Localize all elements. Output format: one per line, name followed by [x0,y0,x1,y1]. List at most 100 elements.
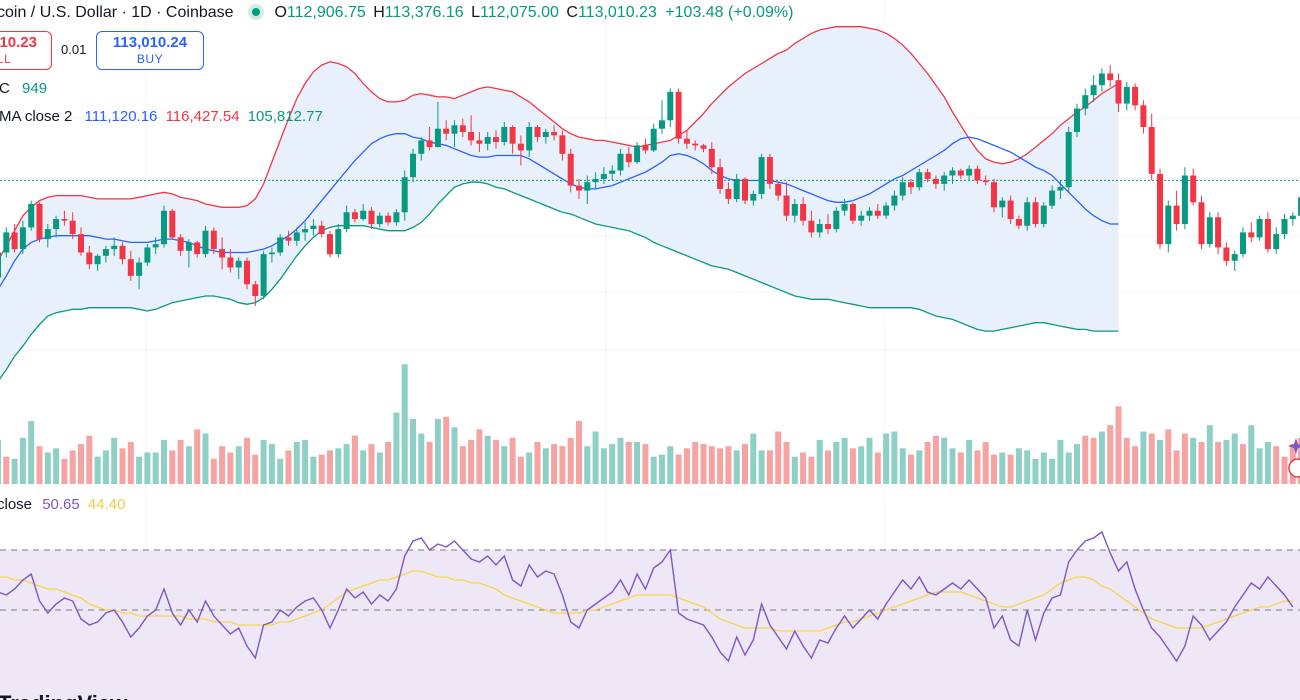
candle [1007,195,1014,224]
candle [144,244,151,266]
volume-bar [327,450,333,484]
candle-body [1165,205,1172,245]
volume-bar [1024,450,1031,484]
candle-body [61,219,68,221]
buy-button[interactable]: 113,010.24 BUY [96,31,204,70]
volume-bar [1181,433,1188,484]
volume-bar [1132,446,1139,484]
volume-bar [999,452,1006,484]
candle-body [78,234,84,253]
close-value: 113,010.23 [577,4,657,21]
volume-legend-value: 949 [22,80,48,97]
candle-body [119,245,126,260]
candle-body [600,173,607,179]
volume-bar [1040,452,1047,484]
candle-body [509,127,516,144]
candle [999,197,1006,218]
volume-bar [1049,458,1056,484]
volume-bar [111,437,118,484]
volume-bar [1082,435,1089,484]
candle-body [584,182,591,191]
candle-body [941,175,948,184]
candle-body [1240,232,1246,255]
candle-body [185,242,192,251]
candle-body [244,260,250,285]
candle-body [476,140,483,144]
candle-body [1256,219,1263,238]
candle [825,214,831,235]
candle-body [833,210,840,230]
candle-body [816,224,823,233]
candle-body [592,178,599,183]
volume-bar [1032,458,1039,484]
candle-body [534,127,541,137]
sell-price: 10.23 [0,34,37,51]
candle [559,130,566,161]
candle-body [758,157,765,194]
volume-bar [733,450,740,484]
candle [1181,167,1188,230]
candle [86,245,93,270]
candles [0,65,1300,306]
candle-body [924,172,931,179]
candle-body [376,215,383,225]
symbol-title[interactable]: coin / U.S. Dollar · 1D · Coinbase [0,4,234,21]
candle-body [451,125,458,134]
candle [1248,222,1255,243]
candle-body [410,153,416,178]
volume-bar [1273,446,1280,484]
candle [609,165,616,181]
candle-body [625,153,632,163]
volume-bar [302,439,309,484]
volume-legend[interactable]: C 949 [0,80,47,97]
volume-bar [335,448,342,484]
sell-button[interactable]: 10.23 LL [0,31,52,70]
alert-circle-icon[interactable] [1288,458,1300,478]
candle [650,123,657,153]
sparkle-icon[interactable] [1288,438,1300,454]
candle [1090,75,1097,102]
candle [1173,190,1180,231]
candle-body [318,225,325,235]
volume-bar [1140,431,1147,484]
rsi-legend[interactable]: close 50.65 44.40 [0,496,125,513]
volume-bar [1074,444,1080,484]
bollinger-lower-line [0,181,1119,380]
volume-bar [194,429,201,484]
candle-body [335,229,342,255]
candle-body [1206,217,1213,245]
candle [941,172,948,191]
candle [841,198,848,216]
volume-bar [526,452,533,484]
candle [1206,212,1213,248]
candle [161,205,167,248]
bollinger-legend[interactable]: MA close 2 111,120.16 116,427.54 105,812… [0,108,323,125]
volume-bar [1090,437,1097,484]
candle [600,167,607,184]
alert-marker[interactable] [1288,438,1300,478]
volume-bar [1148,433,1155,484]
candle-body [1132,86,1139,106]
candle-body [883,205,890,216]
candle [136,257,143,290]
volume-bar [202,433,209,484]
sell-label: LL [0,52,12,66]
candle-body [874,210,881,216]
candle-body [360,210,367,220]
volume-bar [866,437,873,484]
open-value: 112,906.75 [286,4,366,21]
candle [385,212,392,226]
candle-body [235,260,242,268]
candle [700,143,707,153]
high-value: 113,376.16 [384,4,464,21]
volume-bar [1173,450,1180,484]
candle-body [775,183,782,196]
candle [692,140,699,151]
volume-bar [584,446,591,484]
volume-bar [949,448,956,484]
candle [1165,200,1172,253]
volume-bar [28,421,35,484]
candle-body [152,244,159,248]
volume-bar [244,437,250,484]
